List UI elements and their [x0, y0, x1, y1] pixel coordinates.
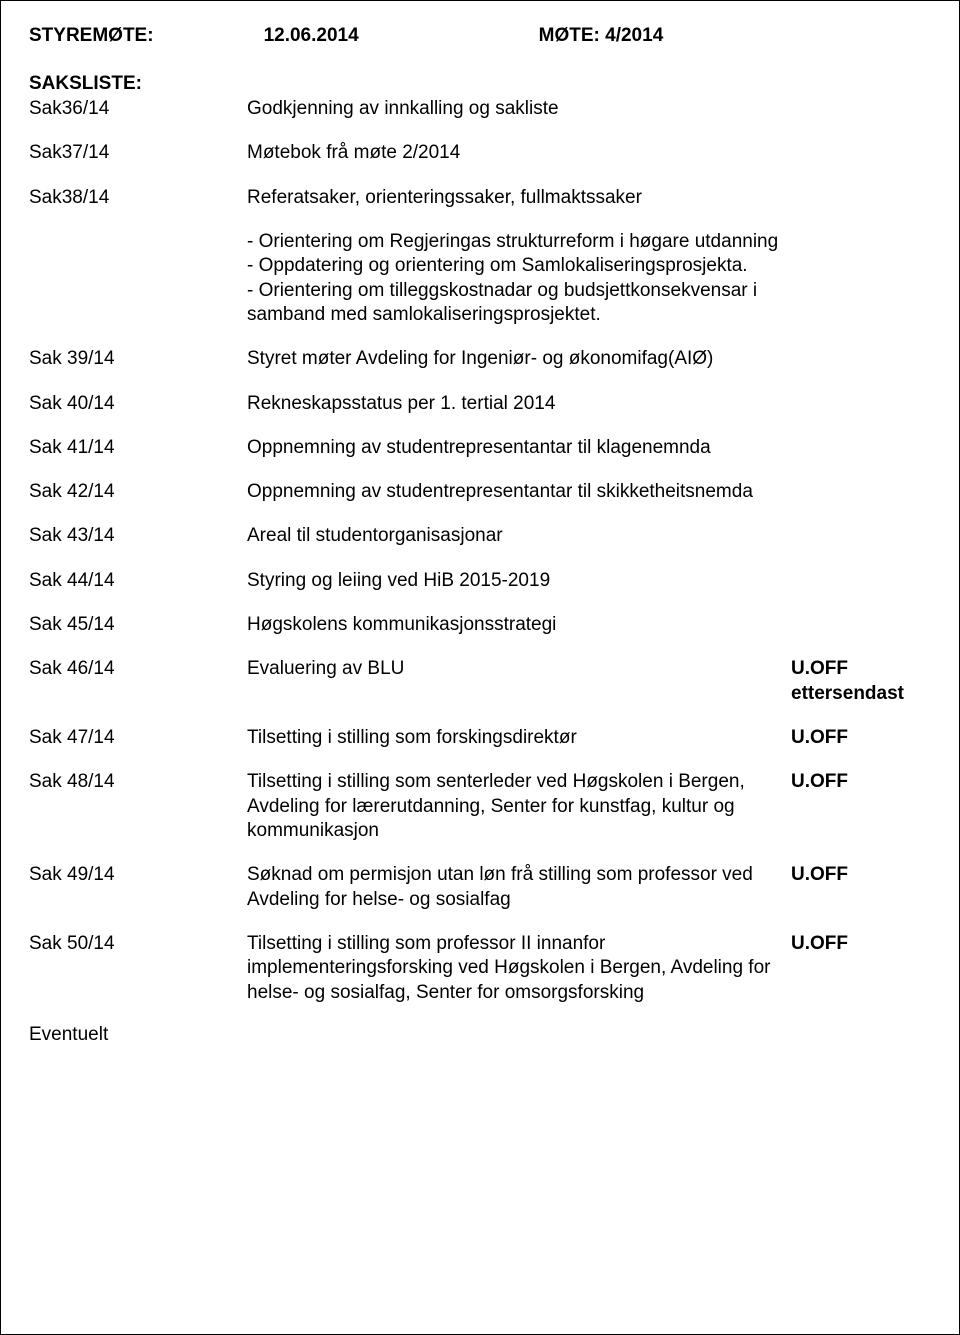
- agenda-desc: Møtebok frå møte 2/2014: [247, 141, 931, 165]
- agenda-desc: Tilsetting i stilling som forskingsdirek…: [247, 726, 791, 750]
- agenda-status: U.OFF: [791, 770, 931, 794]
- agenda-desc: Rekneskapsstatus per 1. tertial 2014: [247, 392, 931, 416]
- agenda-id: Sak38/14: [29, 186, 247, 210]
- agenda-id: Sak 45/14: [29, 613, 247, 637]
- agenda-desc: Evaluering av BLU: [247, 657, 791, 681]
- document-page: STYREMØTE: 12.06.2014 MØTE: 4/2014 SAKSL…: [0, 0, 960, 1335]
- agenda-row: Sak 46/14 Evaluering av BLU U.OFF etters…: [29, 657, 931, 706]
- agenda-desc: Styret møter Avdeling for Ingeniør- og ø…: [247, 347, 931, 371]
- agenda-id: Sak 49/14: [29, 863, 247, 887]
- agenda-row: Sak 42/14 Oppnemning av studentrepresent…: [29, 480, 931, 504]
- agenda-id: Sak 47/14: [29, 726, 247, 750]
- agenda-desc: Oppnemning av studentrepresentantar til …: [247, 436, 931, 460]
- agenda-id: Sak 40/14: [29, 392, 247, 416]
- agenda-desc: Godkjenning av innkalling og sakliste: [247, 97, 931, 121]
- agenda-status: U.OFF: [791, 863, 931, 887]
- agenda-id: Sak 43/14: [29, 524, 247, 548]
- eventuelt-label: Eventuelt: [29, 1023, 247, 1047]
- agenda-row: Sak37/14 Møtebok frå møte 2/2014: [29, 141, 931, 165]
- agenda-id: Sak 44/14: [29, 569, 247, 593]
- agenda-id: Sak 41/14: [29, 436, 247, 460]
- eventuelt-row: Eventuelt: [29, 1023, 931, 1047]
- agenda-desc: Oppnemning av studentrepresentantar til …: [247, 480, 931, 504]
- agenda-status: U.OFF ettersendast: [791, 657, 931, 706]
- agenda-row: Sak 50/14 Tilsetting i stilling som prof…: [29, 932, 931, 1005]
- agenda-id: Sak37/14: [29, 141, 247, 165]
- agenda-id: Sak 46/14: [29, 657, 247, 681]
- agenda-row: Sak 47/14 Tilsetting i stilling som fors…: [29, 726, 931, 750]
- header-meeting: MØTE: 4/2014: [539, 25, 664, 47]
- agenda-id: Sak 42/14: [29, 480, 247, 504]
- agenda-row: Sak 39/14 Styret møter Avdeling for Inge…: [29, 347, 931, 371]
- agenda-desc: Styring og leiing ved HiB 2015-2019: [247, 569, 931, 593]
- agenda-id: Sak36/14: [29, 97, 247, 121]
- agenda-row: Sak 41/14 Oppnemning av studentrepresent…: [29, 436, 931, 460]
- agenda-row: Sak 44/14 Styring og leiing ved HiB 2015…: [29, 569, 931, 593]
- agenda-row: Sak 40/14 Rekneskapsstatus per 1. tertia…: [29, 392, 931, 416]
- agenda-desc: Areal til studentorganisasjonar: [247, 524, 931, 548]
- agenda-desc: Høgskolens kommunikasjonsstrategi: [247, 613, 931, 637]
- agenda-row: Sak 45/14 Høgskolens kommunikasjonsstrat…: [29, 613, 931, 637]
- agenda-desc: Søknad om permisjon utan løn frå stillin…: [247, 863, 791, 912]
- header-date: 12.06.2014: [264, 25, 359, 47]
- sakliste-label: SAKSLISTE:: [29, 73, 931, 95]
- agenda-row: Sak 43/14 Areal til studentorganisasjona…: [29, 524, 931, 548]
- agenda-row: Sak38/14 Referatsaker, orienteringssaker…: [29, 186, 931, 210]
- agenda-row: Sak 49/14 Søknad om permisjon utan løn f…: [29, 863, 931, 912]
- agenda-status: U.OFF: [791, 932, 931, 956]
- agenda-id: Sak 50/14: [29, 932, 247, 956]
- header-label: STYREMØTE:: [29, 25, 154, 47]
- agenda-id: Sak 48/14: [29, 770, 247, 794]
- agenda-desc: Tilsetting i stilling som professor II i…: [247, 932, 791, 1005]
- agenda-desc: Referatsaker, orienteringssaker, fullmak…: [247, 186, 931, 210]
- agenda-id: Sak 39/14: [29, 347, 247, 371]
- agenda-status: U.OFF: [791, 726, 931, 750]
- agenda-row: Sak36/14 Godkjenning av innkalling og sa…: [29, 97, 931, 121]
- header-row: STYREMØTE: 12.06.2014 MØTE: 4/2014: [29, 25, 931, 47]
- orientation-block: - Orientering om Regjeringas strukturref…: [247, 230, 781, 327]
- agenda-row: Sak 48/14 Tilsetting i stilling som sent…: [29, 770, 931, 843]
- agenda-desc: Tilsetting i stilling som senterleder ve…: [247, 770, 791, 843]
